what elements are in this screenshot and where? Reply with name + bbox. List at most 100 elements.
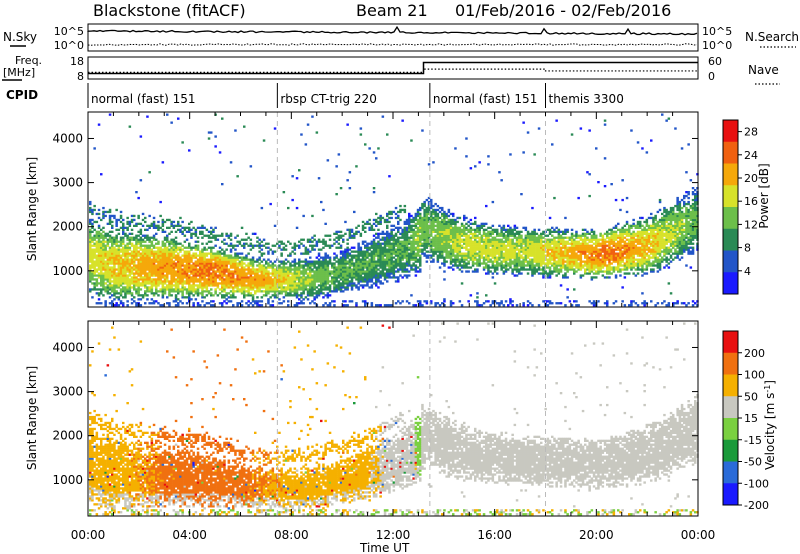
power-cell	[436, 212, 440, 216]
power-cell	[214, 254, 217, 257]
power-cell	[337, 282, 341, 285]
power-cell	[262, 294, 266, 297]
power-cell	[126, 258, 129, 261]
power-cell	[366, 280, 369, 283]
power-cell	[225, 232, 228, 235]
power-cell	[185, 260, 189, 263]
power-cell	[100, 236, 103, 239]
power-cell	[452, 302, 455, 305]
power-cell	[100, 234, 103, 237]
power-cell	[284, 272, 288, 275]
power-cell	[441, 238, 444, 241]
power-cell	[166, 276, 169, 279]
power-cell	[287, 300, 290, 303]
power-cell	[139, 246, 143, 249]
power-cell	[280, 280, 283, 283]
power-cell	[370, 252, 374, 255]
power-cell	[225, 264, 228, 267]
power-cell	[357, 270, 360, 273]
power-cell	[471, 236, 475, 239]
power-cell	[515, 260, 519, 263]
power-cell	[185, 278, 189, 281]
power-cell	[350, 260, 354, 263]
power-cell	[487, 246, 490, 249]
power-cell	[364, 264, 367, 267]
power-cell	[273, 280, 277, 283]
power-cell	[372, 242, 376, 245]
power-cell	[126, 300, 129, 303]
power-cell	[126, 254, 129, 257]
power-cell	[304, 260, 308, 263]
power-cell	[306, 238, 310, 241]
power-cell	[247, 236, 250, 239]
power-cell	[463, 228, 466, 231]
power-cell	[293, 282, 297, 285]
power-cell	[265, 270, 268, 273]
power-cell	[476, 242, 479, 245]
power-cell	[302, 270, 305, 273]
power-cell	[258, 246, 261, 249]
power-cell	[203, 296, 206, 299]
power-cell	[515, 246, 519, 249]
power-cell	[386, 242, 389, 245]
power-cell	[399, 256, 402, 259]
power-cell	[333, 300, 336, 303]
power-cell	[236, 266, 239, 269]
power-cell	[377, 242, 380, 245]
power-cell	[188, 250, 191, 253]
power-cell	[240, 282, 244, 285]
power-cell	[148, 171, 151, 174]
power-cell	[390, 304, 393, 307]
power-cell	[335, 268, 338, 271]
power-cell	[177, 252, 180, 255]
power-cell	[168, 286, 171, 289]
power-cell	[232, 272, 235, 275]
power-cell	[106, 252, 110, 255]
power-cell	[355, 286, 358, 289]
power-cell	[322, 246, 325, 249]
power-cell	[249, 280, 253, 283]
power-cell	[196, 260, 200, 263]
power-cell	[482, 252, 486, 255]
power-cell	[342, 250, 345, 253]
power-cell	[236, 175, 239, 178]
power-cell	[97, 240, 101, 243]
power-cell	[196, 292, 200, 295]
power-cell	[515, 236, 519, 239]
power-cell	[137, 268, 140, 271]
power-cell	[256, 270, 259, 273]
power-cell	[168, 282, 171, 285]
power-cell	[119, 238, 123, 241]
power-cell	[177, 260, 180, 263]
power-cell	[306, 264, 310, 267]
power-cell	[293, 278, 297, 281]
power-cell	[133, 252, 136, 255]
power-cell	[293, 266, 297, 269]
power-cell	[487, 258, 490, 261]
power-cell	[496, 260, 499, 263]
power-cell	[401, 246, 404, 249]
power-cell	[203, 260, 206, 263]
power-cell	[108, 248, 112, 251]
power-cell	[256, 260, 259, 263]
power-cell	[339, 258, 343, 261]
power-cell	[302, 214, 305, 218]
power-cell	[403, 240, 407, 243]
power-cell	[467, 220, 470, 224]
power-cell	[155, 250, 158, 253]
power-cell	[337, 268, 341, 271]
power-cell	[394, 258, 398, 261]
power-cell	[139, 242, 143, 245]
power-cell	[456, 252, 459, 255]
power-cell	[366, 278, 369, 281]
power-cell	[320, 256, 323, 259]
power-cell	[199, 292, 202, 295]
power-cell	[515, 252, 519, 255]
power-cell	[148, 278, 151, 281]
power-cell	[412, 230, 415, 233]
power-cell	[518, 242, 521, 245]
power-cell	[355, 230, 358, 233]
power-cell	[293, 276, 297, 279]
power-cell	[405, 248, 409, 251]
power-cell	[311, 288, 314, 291]
